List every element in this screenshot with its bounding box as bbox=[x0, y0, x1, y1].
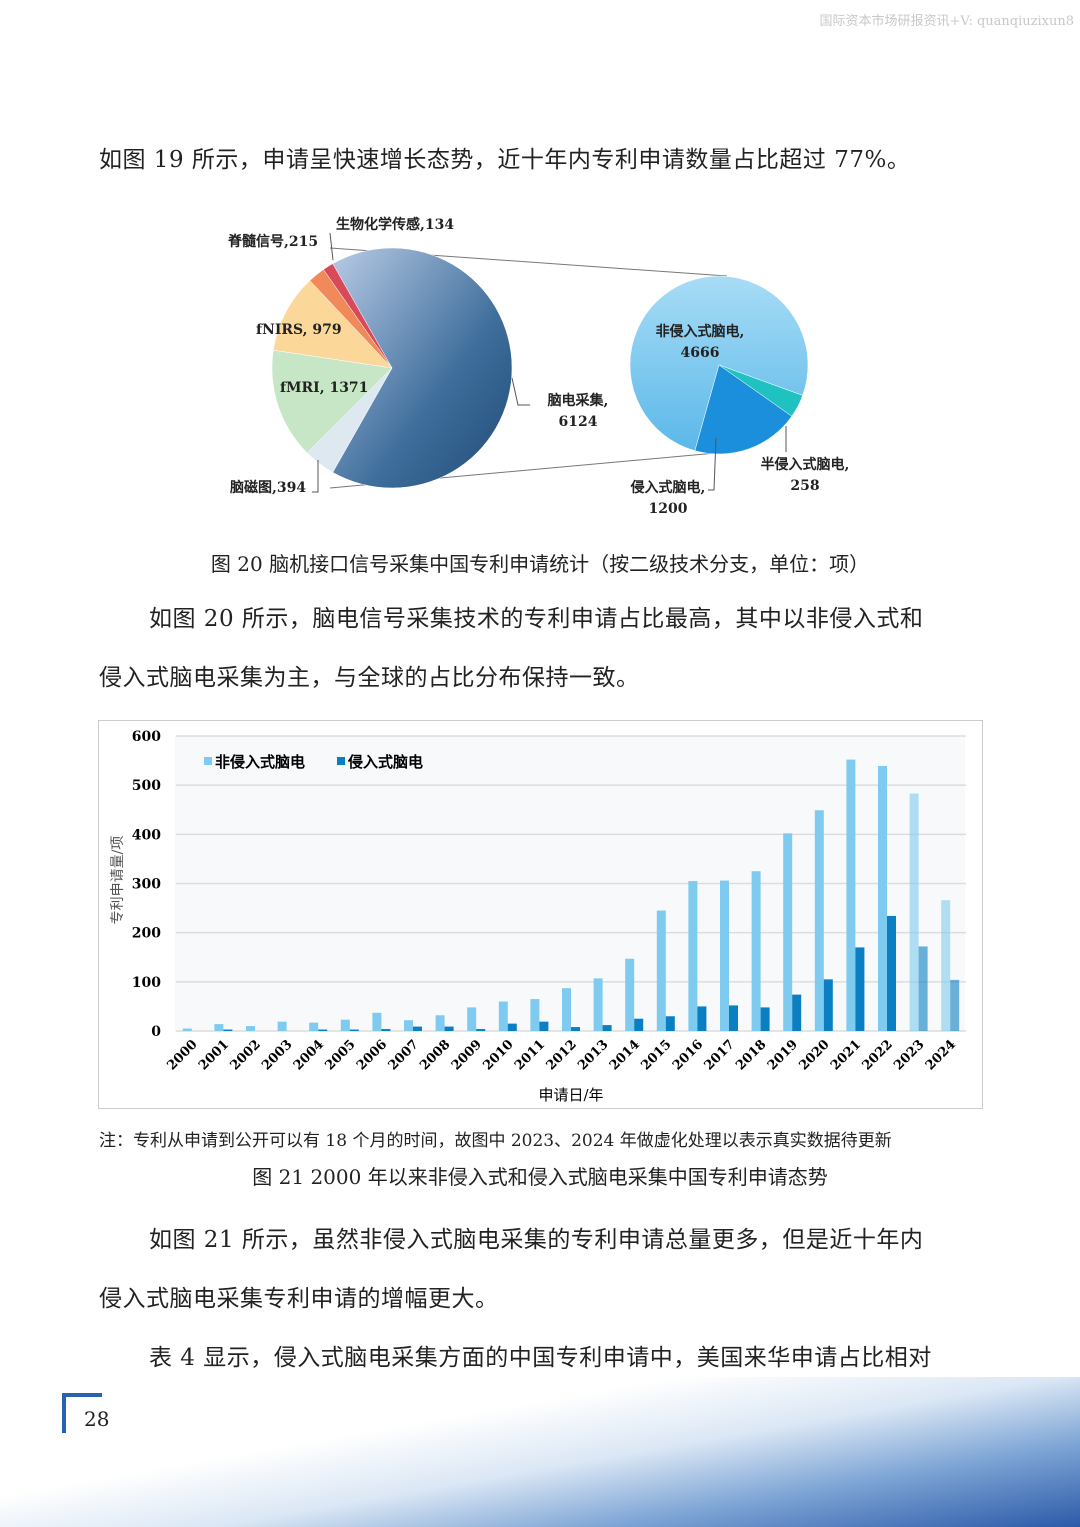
figure-21-caption: 图 21 2000 年以来非侵入式和侵入式脑电采集中国专利申请态势 bbox=[252, 1165, 828, 1189]
pie-slice-fNIRS bbox=[273, 280, 393, 369]
bar-非侵入式脑电-2002 bbox=[246, 1026, 255, 1031]
bar-侵入式脑电-2022 bbox=[887, 915, 896, 1031]
bar-非侵入式脑电-2009 bbox=[467, 1007, 477, 1031]
figure-21-bar-chart: 0100200300400500600200020012002200320042… bbox=[98, 720, 983, 1109]
bar-侵入式脑电-2023 bbox=[918, 946, 928, 1031]
pie-label-半侵入式脑电: 半侵入式脑电, bbox=[761, 456, 850, 473]
bar-侵入式脑电-2009 bbox=[476, 1029, 486, 1031]
bar-侵入式脑电-2024 bbox=[950, 979, 960, 1031]
bar-侵入式脑电-2013 bbox=[602, 1025, 612, 1031]
pie-slice-非侵入式脑电 bbox=[629, 275, 809, 451]
legend-label: 侵入式脑电 bbox=[347, 753, 423, 771]
bar-非侵入式脑电-2005 bbox=[340, 1019, 350, 1031]
bar-侵入式脑电-2019 bbox=[792, 994, 802, 1031]
pie-label-脑磁图: 脑磁图,394 bbox=[230, 479, 306, 496]
bar-侵入式脑电-2005 bbox=[349, 1029, 359, 1031]
paragraph-2-line-1: 如图 20 所示，脑电信号采集技术的专利申请占比最高，其中以非侵入式和 bbox=[149, 606, 924, 632]
bar-侵入式脑电-2001 bbox=[223, 1029, 233, 1031]
bar-侵入式脑电-2004 bbox=[318, 1029, 328, 1031]
bar-非侵入式脑电-2001 bbox=[214, 1024, 224, 1031]
bar-非侵入式脑电-2004 bbox=[309, 1022, 319, 1031]
figure-20-caption: 图 20 脑机接口信号采集中国专利申请统计（按二级技术分支，单位：项） bbox=[210, 552, 870, 576]
bar-非侵入式脑电-2024 bbox=[941, 900, 951, 1031]
paragraph-3-line-2: 侵入式脑电采集专利申请的增幅更大。 bbox=[99, 1286, 499, 1312]
bar-侵入式脑电-2014 bbox=[634, 1018, 644, 1031]
bar-非侵入式脑电-2016 bbox=[688, 881, 698, 1031]
bar-非侵入式脑电-2008 bbox=[435, 1015, 445, 1031]
pie-label-生物化学传感: 生物化学传感,134 bbox=[336, 216, 454, 233]
chart-note: 注：专利从申请到公开可以有 18 个月的时间，故图中 2023、2024 年做虚… bbox=[99, 1131, 892, 1151]
footer-decoration bbox=[0, 1377, 1080, 1527]
bar-侵入式脑电-2017 bbox=[729, 1005, 738, 1031]
y-tick-label: 400 bbox=[132, 827, 161, 843]
pie-label-fMRI: fMRI, 1371 bbox=[280, 380, 368, 396]
bar-侵入式脑电-2015 bbox=[665, 1016, 675, 1031]
pie-label-fNIRS: fNIRS, 979 bbox=[256, 322, 342, 338]
bar-非侵入式脑电-2012 bbox=[562, 988, 571, 1031]
bar-侵入式脑电-2018 bbox=[760, 1007, 770, 1031]
pie-label-非侵入式脑电: 非侵入式脑电, bbox=[656, 323, 745, 340]
y-tick-label: 300 bbox=[132, 877, 161, 893]
bar-非侵入式脑电-2020 bbox=[814, 810, 824, 1031]
x-axis-label: 申请日/年 bbox=[538, 1086, 603, 1104]
bar-侵入式脑电-2020 bbox=[823, 979, 833, 1031]
bar-侵入式脑电-2006 bbox=[381, 1029, 391, 1031]
pie-slice-生物化学传感 bbox=[323, 263, 393, 369]
figure-20-pie-charts: 脑电采集, 6124 脑磁图,394 fMRI, 1371 fNIRS, 979 脊髓信号… bbox=[227, 216, 850, 517]
y-tick-label: 0 bbox=[151, 1024, 161, 1040]
legend-label: 非侵入式脑电 bbox=[215, 753, 305, 771]
pie-label-非侵入式脑电: 4666 bbox=[681, 345, 720, 361]
bar-侵入式脑电-2016 bbox=[697, 1006, 707, 1031]
paragraph-3-line-1: 如图 21 所示，虽然非侵入式脑电采集的专利申请总量更多，但是近十年内 bbox=[149, 1227, 924, 1253]
bar-非侵入式脑电-2007 bbox=[404, 1020, 413, 1031]
legend-swatch bbox=[337, 757, 345, 765]
pie-slice-fMRI bbox=[271, 349, 393, 454]
pie-label-半侵入式脑电: 258 bbox=[790, 478, 819, 494]
bar-非侵入式脑电-2014 bbox=[625, 958, 635, 1031]
y-axis-label: 专利申请量/项 bbox=[110, 836, 126, 925]
watermark: 国际资本市场研报资讯+V: quanqiuzixun8 bbox=[819, 14, 1074, 29]
bar-非侵入式脑电-2018 bbox=[751, 871, 761, 1031]
paragraph-2-line-2: 侵入式脑电采集为主，与全球的占比分布保持一致。 bbox=[99, 665, 640, 691]
bar-非侵入式脑电-2017 bbox=[720, 880, 729, 1031]
leader-line bbox=[329, 232, 334, 261]
bar-非侵入式脑电-2021 bbox=[846, 759, 856, 1031]
legend-swatch bbox=[204, 757, 212, 765]
bar-非侵入式脑电-2022 bbox=[878, 765, 887, 1031]
bar-侵入式脑电-2021 bbox=[855, 947, 865, 1031]
bar-侵入式脑电-2010 bbox=[507, 1023, 517, 1031]
bar-非侵入式脑电-2006 bbox=[372, 1012, 382, 1031]
pie-label-脑电采集: 脑电采集, bbox=[548, 392, 609, 409]
pie-slice-脑电采集 bbox=[332, 247, 513, 489]
bar-非侵入式脑电-2003 bbox=[277, 1021, 287, 1031]
bar-侵入式脑电-2012 bbox=[571, 1027, 580, 1031]
paragraph-4-line-1: 表 4 显示，侵入式脑电采集方面的中国专利申请中，美国来华申请占比相对 bbox=[149, 1345, 932, 1371]
pie-label-侵入式脑电: 侵入式脑电, bbox=[630, 479, 706, 496]
y-tick-label: 200 bbox=[132, 926, 161, 942]
bar-非侵入式脑电-2019 bbox=[783, 833, 793, 1031]
y-tick-label: 500 bbox=[132, 778, 161, 794]
pie-label-脊髓信号: 脊髓信号,215 bbox=[227, 233, 318, 250]
bar-侵入式脑电-2007 bbox=[413, 1026, 422, 1031]
bar-非侵入式脑电-2023 bbox=[909, 793, 919, 1031]
leader-line bbox=[312, 460, 319, 493]
leader-line bbox=[708, 437, 717, 491]
bar-侵入式脑电-2011 bbox=[539, 1021, 549, 1031]
leader-line bbox=[511, 377, 530, 406]
pie-label-侵入式脑电: 1200 bbox=[649, 501, 688, 517]
y-tick-label: 600 bbox=[132, 729, 161, 745]
pie-slice-侵入式脑电 bbox=[694, 364, 793, 455]
pie-label-脑电采集: 6124 bbox=[559, 414, 598, 430]
bar-非侵入式脑电-2013 bbox=[593, 978, 603, 1031]
bar-非侵入式脑电-2015 bbox=[656, 910, 666, 1031]
paragraph-1: 如图 19 所示，申请呈快速增长态势，近十年内专利申请数量占比超过 77%。 bbox=[99, 147, 911, 173]
bar-非侵入式脑电-2011 bbox=[530, 999, 540, 1031]
bar-非侵入式脑电-2000 bbox=[182, 1028, 192, 1031]
bar-非侵入式脑电-2010 bbox=[498, 1001, 508, 1031]
y-tick-label: 100 bbox=[132, 975, 161, 991]
bar-侵入式脑电-2008 bbox=[444, 1026, 454, 1031]
page-number: 28 bbox=[62, 1393, 109, 1433]
